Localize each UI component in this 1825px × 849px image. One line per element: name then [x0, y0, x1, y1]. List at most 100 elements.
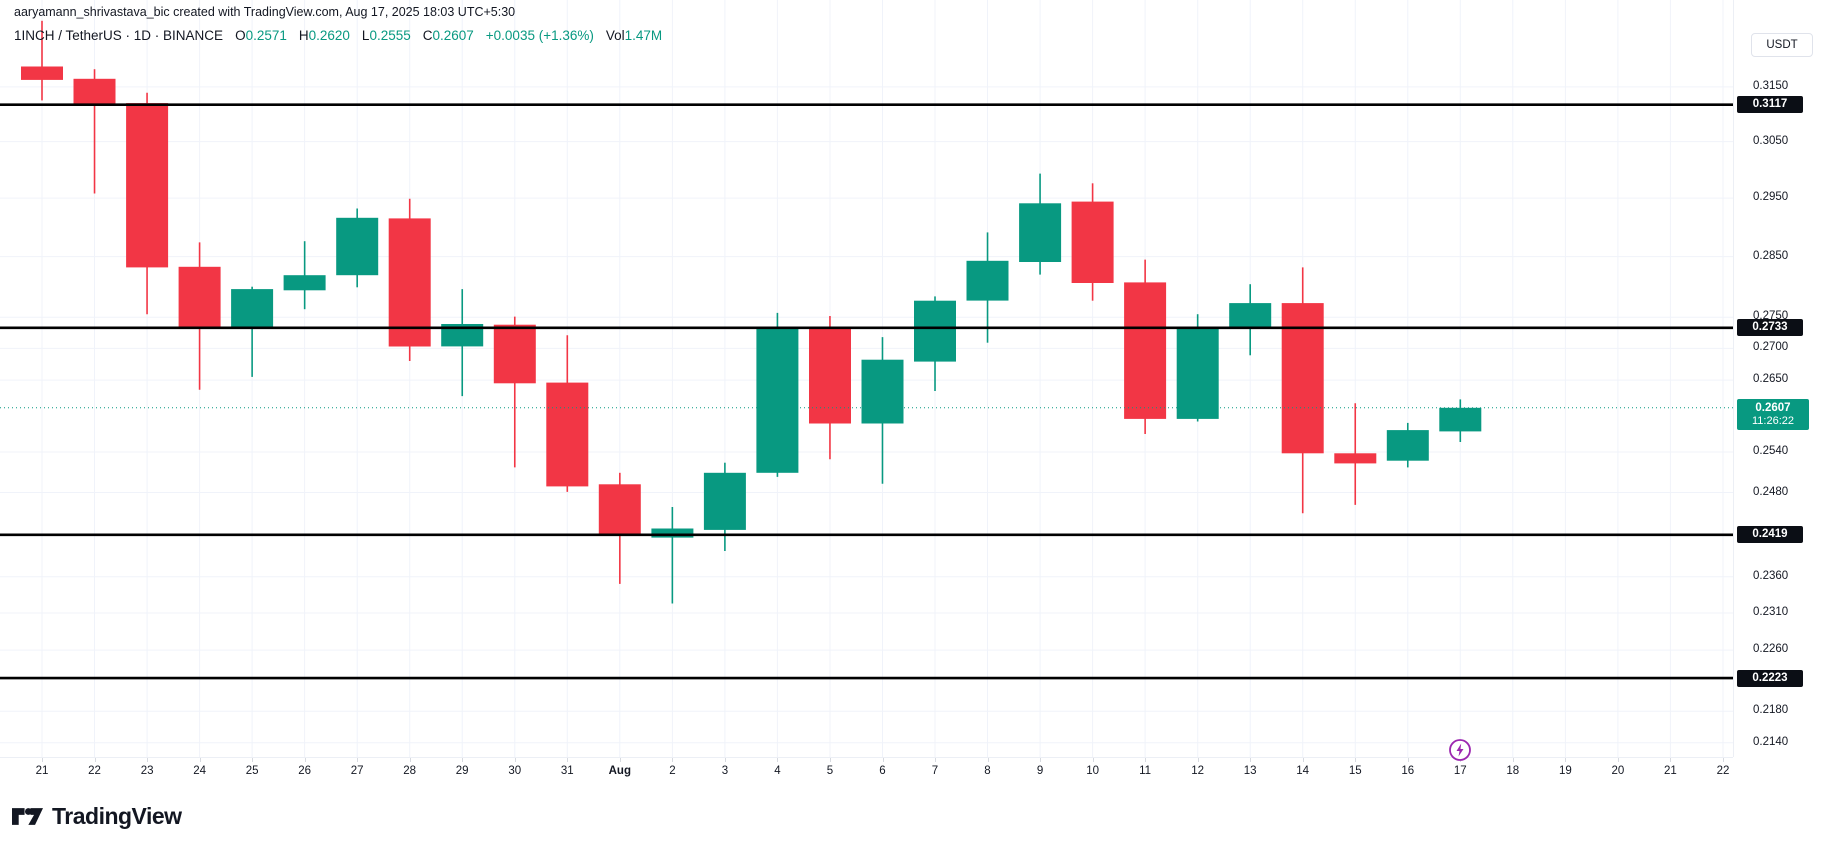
time-tick-label: 24 [193, 765, 206, 777]
time-tick-label: 16 [1401, 765, 1415, 777]
time-tick-label: 27 [350, 765, 364, 777]
time-tick-label: 18 [1506, 765, 1520, 777]
candle-jul-25[interactable] [231, 286, 274, 377]
candle-jul-24[interactable] [178, 242, 221, 390]
time-tick-label: 29 [455, 765, 469, 777]
candle-jul-27[interactable] [336, 208, 379, 288]
time-tick [1670, 758, 1672, 762]
time-tick [94, 758, 96, 762]
candle-jul-30[interactable] [493, 316, 536, 468]
price-tick-label: 0.2260 [1753, 643, 1789, 656]
time-tick [252, 758, 254, 762]
chart-plot-area[interactable] [0, 0, 1733, 757]
time-tick [42, 758, 43, 762]
price-tick-label: 0.2540 [1753, 444, 1789, 457]
time-tick [1040, 758, 1042, 762]
time-tick [935, 758, 936, 762]
candle-jul-29[interactable] [441, 289, 484, 397]
bar-countdown: 11:26:22 [1751, 415, 1794, 428]
price-tick-label: 0.2360 [1753, 569, 1789, 582]
time-tick-label: 25 [245, 765, 259, 777]
candle-jul-31[interactable] [546, 335, 589, 492]
time-tick [619, 758, 621, 762]
time-tick [304, 758, 306, 762]
time-tick-label: 6 [879, 765, 886, 777]
candle-aug-15[interactable] [1334, 403, 1377, 505]
candle-jul-22[interactable] [73, 69, 116, 194]
time-tick [409, 758, 411, 762]
time-tick-label: 13 [1243, 765, 1257, 777]
time-tick [462, 758, 464, 762]
time-tick [514, 758, 516, 762]
time-tick-label: 10 [1086, 765, 1099, 777]
candle-aug-16[interactable] [1386, 422, 1429, 468]
time-tick-label: 15 [1348, 765, 1362, 777]
low-value: 0.2555 [369, 28, 411, 43]
candle-aug-11[interactable] [1124, 259, 1167, 434]
candle-aug-3[interactable] [703, 462, 746, 551]
time-tick-label: 4 [774, 765, 781, 777]
candle-aug-7[interactable] [914, 296, 956, 391]
time-tick-label: 8 [984, 765, 991, 777]
candle-aug-1[interactable] [598, 472, 641, 584]
time-tick [147, 758, 149, 762]
candle-jul-21[interactable] [21, 20, 63, 101]
candle-jul-26[interactable] [283, 241, 326, 310]
candle-aug-2[interactable] [651, 507, 694, 604]
time-tick-label: 3 [721, 765, 729, 777]
time-tick-label: 31 [560, 765, 574, 777]
candle-aug-14[interactable] [1281, 267, 1324, 514]
time-tick-label: 20 [1611, 765, 1625, 777]
time-tick-label: 9 [1036, 765, 1044, 777]
candle-aug-17[interactable] [1439, 399, 1482, 442]
symbol-status-row: 1INCH / TetherUS · 1D · BINANCE O0.2571 … [14, 28, 662, 43]
change-value: +0.0035 (+1.36%) [485, 28, 594, 43]
tradingview-logo-icon [12, 808, 43, 825]
chart-header: aaryamann_shrivastava_bic created with T… [14, 5, 662, 43]
candle-aug-6[interactable] [861, 337, 904, 484]
currency-unit-button[interactable]: USDT [1751, 33, 1813, 57]
price-axis[interactable]: USDT 0.2607 11:26:22 0.3150 0.3050 0.2950 0… [1733, 0, 1825, 757]
candle-jul-28[interactable] [388, 198, 431, 361]
time-tick-label: 14 [1296, 765, 1310, 777]
time-tick-label: 2 [669, 765, 676, 777]
time-tick-label: 7 [931, 765, 939, 777]
price-tick-label: 0.2950 [1753, 191, 1789, 204]
price-tick-label: 0.2700 [1753, 341, 1789, 354]
symbol-title[interactable]: 1INCH / TetherUS · 1D · BINANCE [14, 28, 224, 43]
candle-aug-9[interactable] [1019, 173, 1062, 275]
time-tick-label: 22 [88, 765, 101, 777]
time-tick [1512, 758, 1514, 762]
tradingview-logo[interactable]: TradingView [12, 803, 182, 830]
candle-aug-10[interactable] [1071, 183, 1114, 301]
volume-label: Vol1.47M [605, 28, 663, 43]
time-tick-label: 11 [1139, 765, 1152, 777]
time-tick [199, 758, 201, 762]
close-value: 0.2607 [432, 28, 474, 43]
attribution-text: aaryamann_shrivastava_bic created with T… [14, 5, 516, 19]
candle-aug-4[interactable] [756, 312, 799, 477]
time-tick [1250, 758, 1252, 762]
high-label: H0.2620 [298, 28, 350, 43]
time-tick [1355, 758, 1357, 762]
candle-aug-8[interactable] [966, 232, 1009, 343]
level-price-badge: 0.2733 [1737, 319, 1803, 337]
time-tick [830, 758, 831, 762]
footer-bar: TradingView [0, 786, 1825, 849]
lightning-marker-icon[interactable] [1448, 738, 1472, 767]
time-tick [567, 758, 569, 762]
open-value: 0.2571 [245, 28, 287, 43]
time-axis[interactable]: 21 22 23 24 25 26 27 28 29 30 31 Aug 2 3 4 5 6 7 8 9 10 11 12 1… [0, 757, 1733, 788]
price-tick-label: 0.2180 [1753, 704, 1789, 717]
time-tick-label: 21 [35, 765, 49, 777]
time-tick-label: 5 [826, 765, 834, 777]
candlestick-chart[interactable] [0, 0, 1733, 757]
candle-aug-5[interactable] [809, 316, 851, 460]
candle-aug-12[interactable] [1176, 314, 1219, 422]
time-tick-label: 30 [508, 765, 522, 777]
candle-jul-23[interactable] [126, 92, 169, 315]
candle-aug-13[interactable] [1229, 284, 1272, 356]
time-tick [882, 758, 884, 762]
time-tick-label: 21 [1663, 765, 1677, 777]
time-tick [1092, 758, 1094, 762]
